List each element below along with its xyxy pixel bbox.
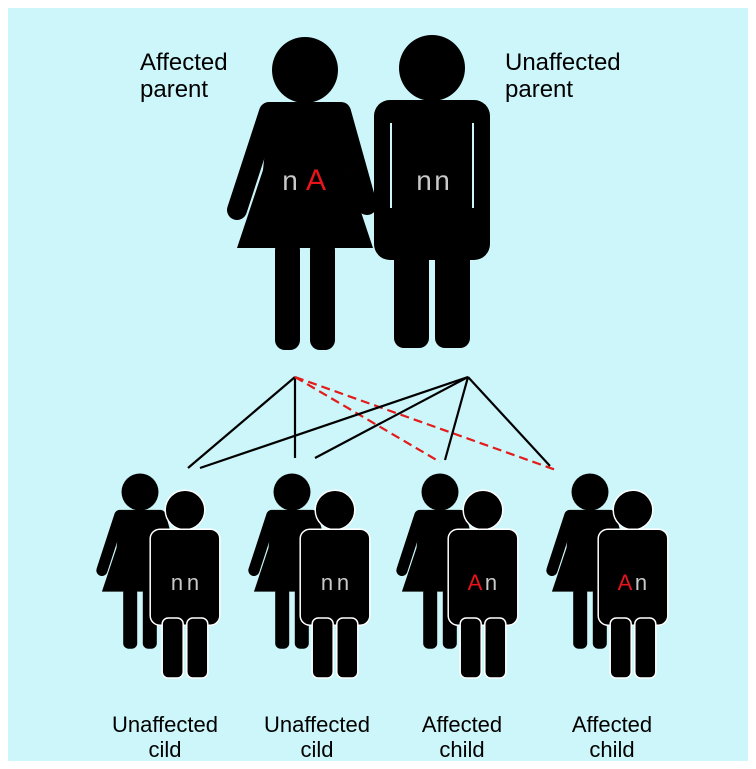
allele: n bbox=[416, 165, 432, 196]
allele: n bbox=[485, 570, 497, 595]
head bbox=[572, 474, 609, 511]
leg bbox=[635, 618, 656, 678]
head bbox=[274, 474, 311, 511]
leg bbox=[423, 587, 437, 649]
leg bbox=[312, 618, 333, 678]
allele: n bbox=[171, 570, 183, 595]
head bbox=[122, 474, 159, 511]
torso bbox=[300, 529, 370, 625]
child-label: Affected bbox=[572, 712, 652, 737]
allele: n bbox=[321, 570, 333, 595]
child-label: Affected bbox=[422, 712, 502, 737]
leg bbox=[573, 587, 587, 649]
head bbox=[422, 474, 459, 511]
head bbox=[399, 35, 465, 101]
leg bbox=[275, 240, 300, 350]
leg bbox=[435, 248, 470, 348]
torso bbox=[598, 529, 668, 625]
child-label: child bbox=[589, 737, 634, 762]
leg bbox=[162, 618, 183, 678]
head bbox=[165, 490, 205, 530]
child-label: child bbox=[439, 737, 484, 762]
allele: A bbox=[468, 570, 483, 595]
leg bbox=[394, 248, 429, 348]
parent-label: Affected bbox=[140, 49, 228, 76]
parent-label: parent bbox=[505, 76, 573, 103]
leg bbox=[460, 618, 481, 678]
allele: n bbox=[635, 570, 647, 595]
child-label: Unaffected bbox=[112, 712, 218, 737]
leg bbox=[123, 587, 137, 649]
leg bbox=[610, 618, 631, 678]
parent-label: parent bbox=[140, 76, 208, 103]
head bbox=[463, 490, 503, 530]
allele: n bbox=[282, 165, 298, 196]
leg bbox=[187, 618, 208, 678]
leg bbox=[337, 618, 358, 678]
torso bbox=[150, 529, 220, 625]
head bbox=[613, 490, 653, 530]
diagram: nAnnAffectedparentUnaffectedparentnnUnaf… bbox=[0, 0, 756, 769]
child-label: Unaffected bbox=[264, 712, 370, 737]
allele: n bbox=[187, 570, 199, 595]
child-label: cild bbox=[300, 737, 333, 762]
allele: A bbox=[618, 570, 633, 595]
leg bbox=[310, 240, 335, 350]
allele: n bbox=[434, 165, 450, 196]
allele: n bbox=[337, 570, 349, 595]
allele: A bbox=[306, 164, 326, 197]
leg bbox=[485, 618, 506, 678]
leg bbox=[275, 587, 289, 649]
head bbox=[315, 490, 355, 530]
child-label: cild bbox=[148, 737, 181, 762]
head bbox=[272, 37, 338, 103]
torso bbox=[448, 529, 518, 625]
parent-label: Unaffected bbox=[505, 49, 621, 76]
